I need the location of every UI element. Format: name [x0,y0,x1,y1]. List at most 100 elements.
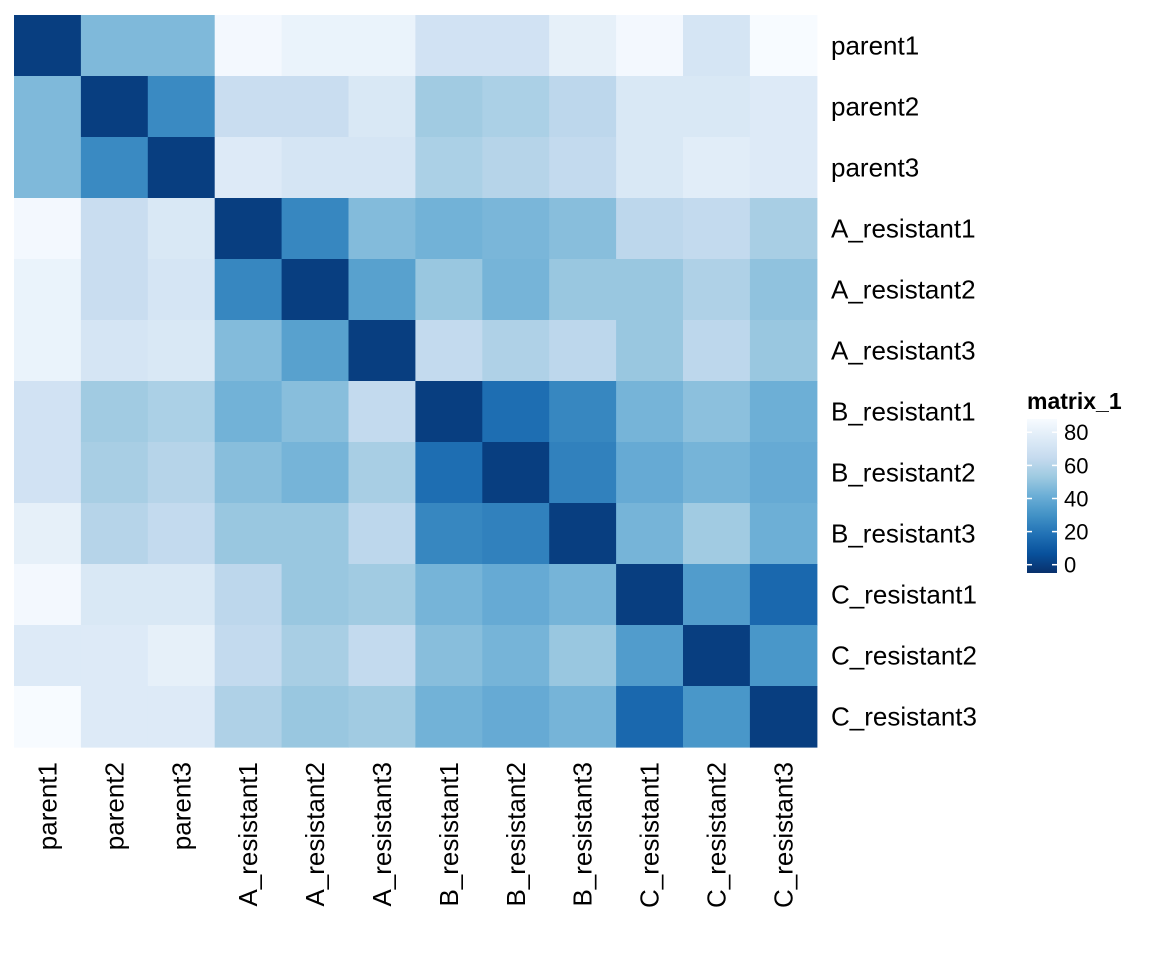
heatmap-cell [14,564,82,626]
legend-tick-label: 20 [1064,520,1088,545]
heatmap-cell [14,259,82,321]
heatmap-cell [482,686,550,748]
heatmap-cell [749,259,818,321]
heatmap-cell [80,503,149,565]
heatmap-cell [348,381,416,443]
heatmap-cell [281,137,350,199]
heatmap-cell [749,137,818,199]
heatmap-cell [415,442,483,504]
heatmap-cell [214,686,283,748]
heatmap-cell [214,625,283,687]
heatmap-cell [14,137,82,199]
heatmap-cell [348,442,416,504]
column-label: parent2 [99,762,129,850]
heatmap-cell [147,503,216,565]
heatmap-cell [348,198,416,260]
heatmap-cell [14,686,82,748]
column-label: A_resistant3 [367,762,397,907]
heatmap-cell [749,15,818,77]
column-label: A_resistant1 [233,762,263,907]
heatmap-cell [348,625,416,687]
heatmap-cell [749,503,818,565]
heatmap-cell [549,686,617,748]
heatmap-cell [683,320,751,382]
heatmap-cell [683,198,751,260]
heatmap-cell [281,625,350,687]
row-label: parent2 [831,92,919,122]
heatmap-cell [80,76,149,138]
heatmap-cell [281,198,350,260]
heatmap-cell [683,381,751,443]
heatmap-cell [482,381,550,443]
heatmap-cell [214,137,283,199]
column-label: B_resistant3 [568,762,598,907]
heatmap-cell [683,442,751,504]
heatmap-cell [348,564,416,626]
column-label: C_resistant3 [768,762,798,908]
heatmap-cell [14,320,82,382]
heatmap-cells [14,15,818,748]
heatmap-cell [749,381,818,443]
heatmap-cell [683,76,751,138]
heatmap-cell [147,442,216,504]
heatmap-cell [80,442,149,504]
heatmap-cell [549,137,617,199]
heatmap-cell [80,15,149,77]
heatmap-cell [549,564,617,626]
heatmap-cell [281,15,350,77]
legend-ticks: 0 20 40 60 80 [1027,420,1088,578]
heatmap-cell [348,320,416,382]
column-label: C_resistant2 [702,762,732,908]
heatmap-cell [80,320,149,382]
heatmap-cell [415,259,483,321]
heatmap-cell [415,564,483,626]
heatmap-cell [281,686,350,748]
heatmap-cell [348,76,416,138]
heatmap-cell [549,381,617,443]
heatmap-cell [348,503,416,565]
heatmap-cell [616,198,684,260]
heatmap-cell [415,686,483,748]
heatmap-cell [281,564,350,626]
row-label: C_resistant2 [831,641,977,671]
heatmap-cell [482,320,550,382]
heatmap-cell [14,442,82,504]
heatmap-cell [281,259,350,321]
row-label: A_resistant3 [831,336,976,366]
heatmap-cell [415,381,483,443]
heatmap-cell [14,381,82,443]
heatmap-cell [80,686,149,748]
heatmap-cell [482,15,550,77]
heatmap-cell [482,564,550,626]
heatmap-cell [683,564,751,626]
heatmap-cell [80,564,149,626]
heatmap-cell [749,686,818,748]
heatmap-cell [616,137,684,199]
heatmap-cell [80,198,149,260]
heatmap-cell [80,259,149,321]
heatmap-cell [749,320,818,382]
heatmap-cell [214,259,283,321]
row-label: A_resistant1 [831,214,976,244]
heatmap-cell [482,503,550,565]
heatmap-cell [281,442,350,504]
heatmap-cell [147,76,216,138]
column-label: B_resistant1 [434,762,464,907]
heatmap-cell [616,625,684,687]
heatmap-cell [683,137,751,199]
heatmap-cell [482,76,550,138]
heatmap-cell [214,503,283,565]
heatmap-cell [749,76,818,138]
heatmap-cell [214,76,283,138]
heatmap-cell [549,442,617,504]
row-label: B_resistant1 [831,397,976,427]
heatmap-cell [147,198,216,260]
row-label: A_resistant2 [831,275,976,305]
heatmap-cell [415,76,483,138]
heatmap-cell [147,686,216,748]
heatmap-cell [147,320,216,382]
heatmap-cell [749,625,818,687]
column-label: parent1 [33,762,63,850]
heatmap-cell [80,625,149,687]
heatmap-cell [214,564,283,626]
